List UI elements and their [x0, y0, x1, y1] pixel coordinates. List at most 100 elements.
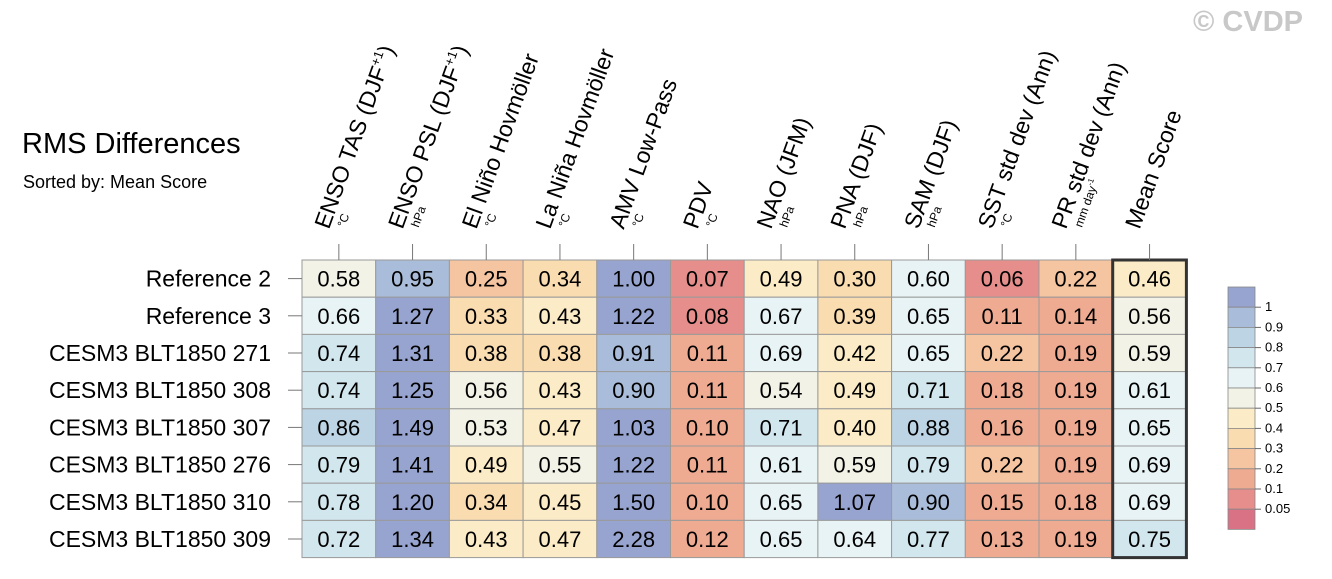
cell-value: 0.88: [907, 415, 950, 440]
heatmap-cell: [596, 296, 671, 335]
colorbar-swatch: [1227, 286, 1256, 308]
cell-value: 0.65: [907, 304, 950, 329]
cell-value: 0.40: [833, 415, 876, 440]
heatmap-cell: [375, 482, 450, 521]
cell-value: 0.74: [317, 341, 360, 366]
colorbar-label: 0.2: [1265, 461, 1283, 476]
cell-value: 0.13: [981, 527, 1024, 552]
heatmap-cell: [964, 445, 1040, 484]
cell-value: 0.11: [687, 453, 728, 478]
heatmap-cell: [670, 371, 745, 410]
colorbar-label: 0.6: [1265, 380, 1283, 395]
cell-value: 1.50: [612, 490, 655, 515]
cell-value: 0.19: [1054, 453, 1097, 478]
heatmap-cell: [596, 333, 671, 373]
cell-value: 0.19: [1054, 527, 1097, 552]
heatmap-cell: [375, 296, 450, 335]
colorbar-swatch: [1227, 427, 1256, 449]
cell-value: 0.90: [907, 490, 950, 515]
heatmap-cell: [448, 445, 524, 484]
column-unit: hPa: [924, 204, 945, 229]
cell-value: 0.59: [1128, 341, 1171, 366]
cell-value: 0.49: [833, 378, 876, 403]
cell-value: 0.75: [1128, 527, 1171, 552]
cell-value: 0.25: [465, 267, 508, 292]
cell-value: 0.16: [981, 415, 1024, 440]
heatmap-cell: [448, 482, 524, 521]
watermark: © CVDP: [1193, 6, 1303, 38]
cell-value: 0.34: [539, 267, 582, 292]
cell-value: 0.18: [1054, 490, 1097, 515]
heatmap-cell: [596, 482, 671, 521]
cell-value: 1.22: [612, 304, 655, 329]
colorbar-label: 0.4: [1265, 420, 1283, 435]
cell-value: 0.56: [465, 378, 508, 403]
cell-value: 0.38: [465, 341, 508, 366]
colorbar-swatch: [1227, 407, 1256, 429]
heatmap-cell: [964, 408, 1040, 447]
heatmap-cell: [743, 296, 819, 335]
colorbar-swatch: [1227, 488, 1256, 510]
cell-value: 0.38: [539, 341, 582, 366]
cell-value: 0.30: [833, 267, 876, 292]
heatmap-cell: [964, 371, 1040, 410]
row-label: CESM3 BLT1850 307: [49, 414, 271, 440]
cell-value: 0.65: [1128, 415, 1171, 440]
heatmap-cell: [743, 445, 819, 484]
cell-value: 0.33: [465, 304, 508, 329]
cell-value: 0.47: [539, 415, 582, 440]
heatmap-cell: [817, 408, 893, 447]
cell-value: 0.65: [760, 527, 803, 552]
cell-value: 1.34: [391, 527, 434, 552]
column-unit: hPa: [777, 204, 798, 229]
cell-value: 1.22: [612, 453, 655, 478]
cell-value: 0.22: [981, 341, 1024, 366]
heatmap-cell: [670, 519, 745, 559]
row-label: CESM3 BLT1850 276: [49, 452, 271, 478]
colorbar-swatch: [1227, 306, 1256, 328]
cell-value: 0.08: [686, 304, 729, 329]
heatmap-cell: [596, 408, 671, 447]
heatmap-cell: [670, 333, 745, 373]
cell-value: 0.78: [317, 490, 360, 515]
cell-value: 0.34: [465, 490, 508, 515]
heatmap-cell: [964, 519, 1040, 559]
cell-value: 0.14: [1054, 304, 1097, 329]
heatmap-cell: [891, 296, 966, 335]
colorbar-label: 1: [1265, 299, 1272, 314]
heatmap-cell: [1038, 333, 1114, 373]
row-label: CESM3 BLT1850 271: [49, 340, 271, 366]
heatmap-cell: [817, 482, 893, 521]
colorbar-swatch: [1227, 367, 1256, 389]
cell-value: 0.67: [760, 304, 803, 329]
heatmap-cell: [448, 371, 524, 410]
heatmap-cell: [522, 296, 598, 335]
cell-value: 0.11: [687, 341, 728, 366]
heatmap-cell: [301, 408, 377, 447]
heatmap-cell: [891, 482, 966, 521]
column-label: ENSO PSL (DJF+1): [383, 42, 473, 232]
cell-value: 0.19: [1054, 341, 1097, 366]
cell-value: 0.65: [907, 341, 950, 366]
column-unit: hPa: [408, 204, 429, 229]
heatmap-cell: [817, 519, 893, 559]
heatmap-cell: [1112, 445, 1187, 484]
cell-value: 0.61: [760, 453, 803, 478]
heatmap-cell: [670, 408, 745, 447]
cell-value: 0.58: [317, 267, 360, 292]
cell-value: 0.11: [982, 304, 1023, 329]
cell-value: 0.18: [981, 378, 1024, 403]
colorbar-label: 0.1: [1265, 481, 1283, 496]
column-unit: °C: [629, 211, 647, 229]
cell-value: 0.86: [317, 415, 360, 440]
cell-value: 0.95: [391, 267, 434, 292]
colorbar-swatch: [1227, 326, 1256, 348]
column-label: El Niño Hovmöller: [457, 50, 544, 232]
cell-value: 0.66: [317, 304, 360, 329]
row-label: CESM3 BLT1850 310: [49, 489, 271, 515]
heatmap-cell: [817, 333, 893, 373]
colorbar-swatch: [1227, 387, 1256, 409]
cell-value: 0.11: [687, 378, 728, 403]
column-unit: °C: [703, 211, 721, 229]
cell-value: 0.65: [760, 490, 803, 515]
